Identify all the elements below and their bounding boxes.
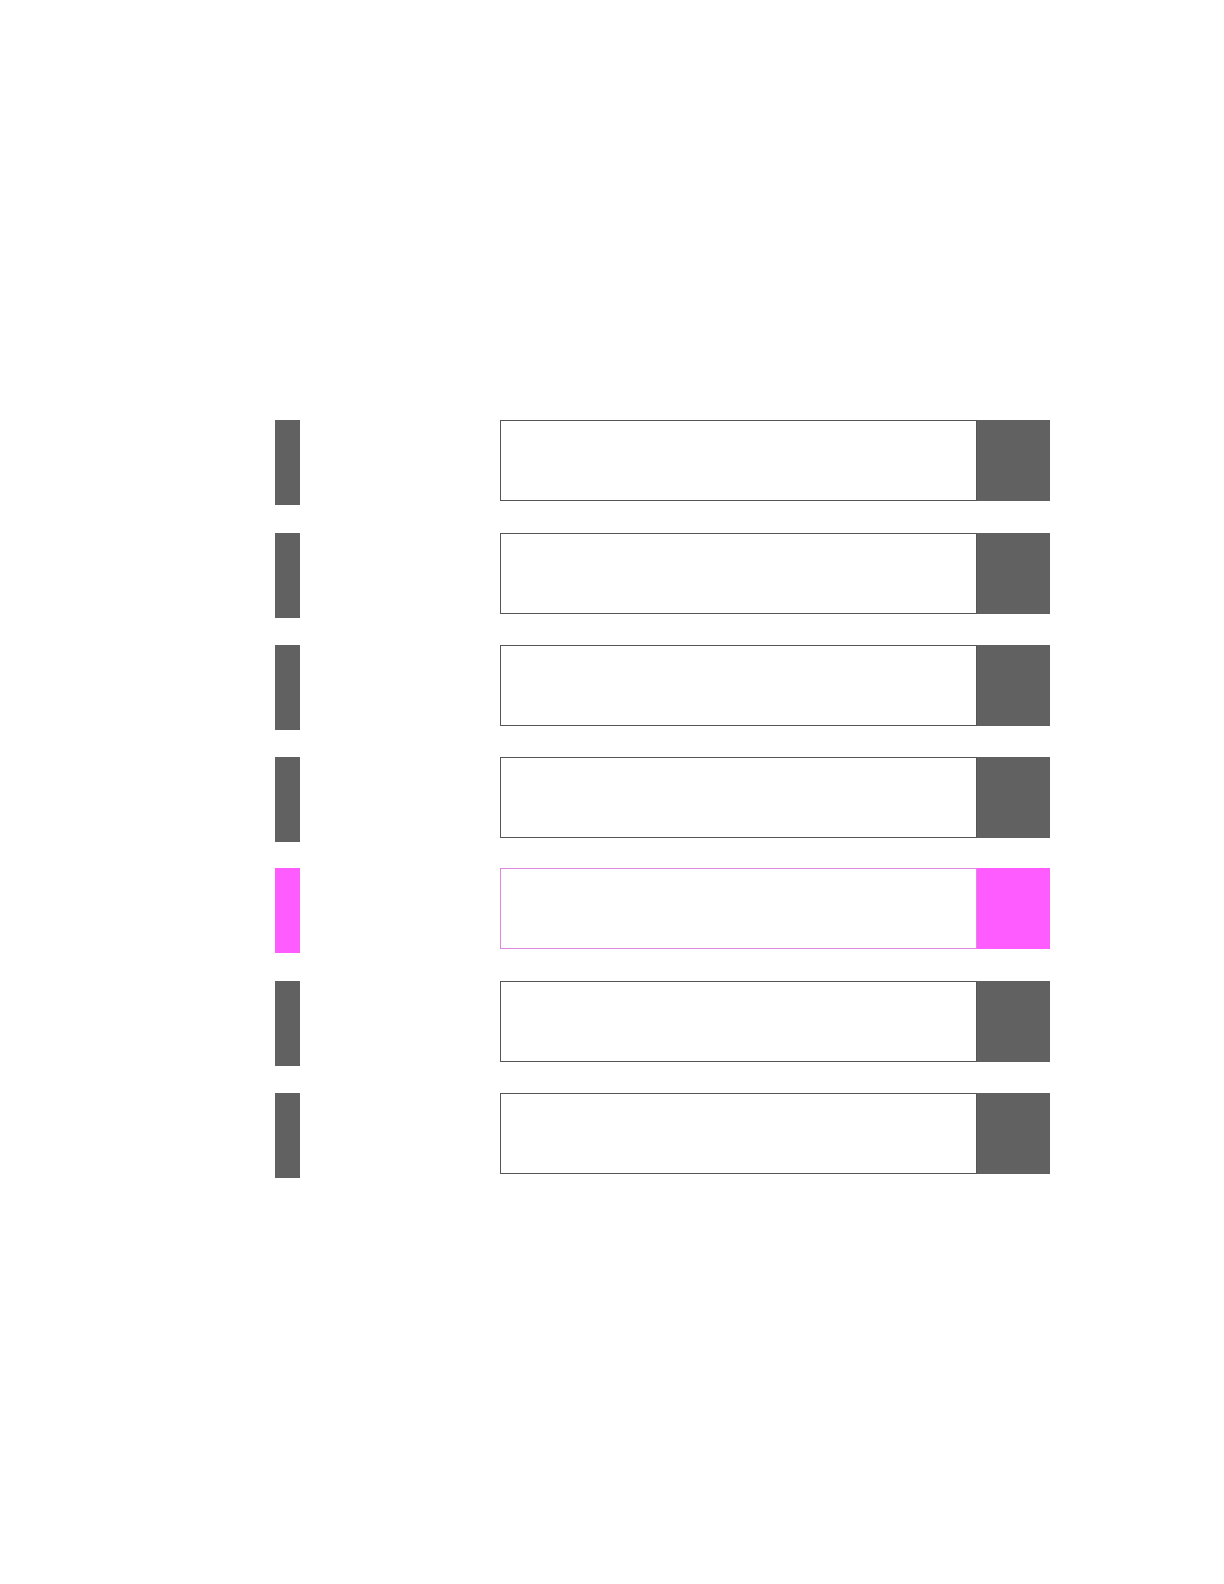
row-value-field[interactable] — [500, 757, 977, 838]
row-marker-swatch[interactable] — [275, 645, 300, 730]
row-marker-swatch[interactable] — [275, 868, 300, 953]
row-value-field[interactable] — [500, 420, 977, 501]
row-value-field[interactable] — [500, 533, 977, 614]
row-color-swatch[interactable] — [977, 868, 1050, 949]
list-row[interactable] — [0, 645, 1224, 730]
row-value-text — [501, 869, 976, 948]
row-color-swatch[interactable] — [977, 533, 1050, 614]
row-marker-swatch[interactable] — [275, 1093, 300, 1178]
row-value-text — [501, 982, 976, 1061]
row-color-swatch[interactable] — [977, 981, 1050, 1062]
row-color-swatch[interactable] — [977, 757, 1050, 838]
row-color-swatch[interactable] — [977, 645, 1050, 726]
list-row[interactable] — [0, 533, 1224, 618]
row-marker-swatch[interactable] — [275, 757, 300, 842]
row-value-field[interactable] — [500, 981, 977, 1062]
row-marker-swatch[interactable] — [275, 981, 300, 1066]
row-value-text — [501, 534, 976, 613]
row-color-swatch[interactable] — [977, 420, 1050, 501]
row-value-text — [501, 421, 976, 500]
list-row[interactable] — [0, 757, 1224, 842]
row-value-field[interactable] — [500, 868, 977, 949]
row-value-text — [501, 1094, 976, 1173]
row-marker-swatch[interactable] — [275, 420, 300, 505]
row-value-text — [501, 758, 976, 837]
row-value-field[interactable] — [500, 645, 977, 726]
list-row[interactable] — [0, 981, 1224, 1066]
list-row[interactable] — [0, 1093, 1224, 1178]
row-value-text — [501, 646, 976, 725]
list-row[interactable] — [0, 868, 1224, 953]
row-marker-swatch[interactable] — [275, 533, 300, 618]
row-color-swatch[interactable] — [977, 1093, 1050, 1174]
list-row[interactable] — [0, 420, 1224, 505]
row-value-field[interactable] — [500, 1093, 977, 1174]
